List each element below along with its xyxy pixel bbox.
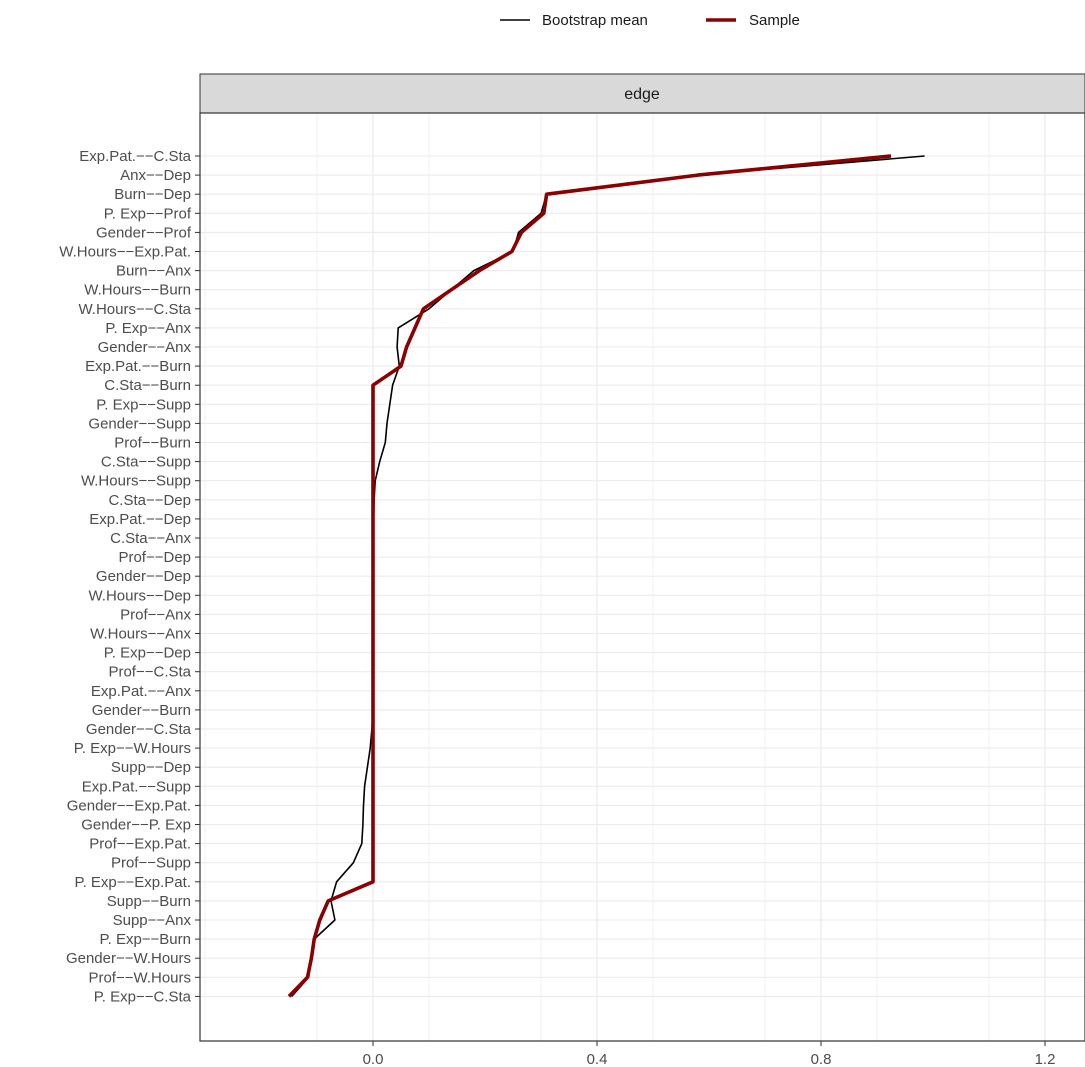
y-tick-label: Prof−−Dep <box>118 549 191 566</box>
y-tick-label: P. Exp−−Supp <box>96 396 191 413</box>
y-tick-label: W.Hours−−Exp.Pat. <box>59 244 191 261</box>
y-tick-label: Gender−−Exp.Pat. <box>67 797 191 814</box>
facet-strip: edge <box>200 74 1085 113</box>
y-tick-label: Prof−−Exp.Pat. <box>89 836 191 853</box>
y-tick-label: Gender−−Anx <box>98 339 192 356</box>
legend-label-sample: Sample <box>749 12 800 29</box>
y-tick-label: Gender−−W.Hours <box>66 950 191 967</box>
y-tick-label: Supp−−Burn <box>107 893 191 910</box>
y-tick-label: W.Hours−−Supp <box>81 473 191 490</box>
y-tick-label: Gender−−Dep <box>96 568 191 585</box>
y-tick-label: P. Exp−−Exp.Pat. <box>75 874 191 891</box>
y-tick-label: W.Hours−−Burn <box>84 282 191 299</box>
y-tick-label: Exp.Pat.−−Anx <box>91 683 192 700</box>
y-tick-label: W.Hours−−C.Sta <box>78 301 191 318</box>
legend-label-bootstrap-mean: Bootstrap mean <box>542 12 648 29</box>
y-axis: Exp.Pat.−−C.Sta Anx−−Dep Burn−−Dep P. Exp−−… <box>59 148 200 1005</box>
y-tick-label: Anx−−Dep <box>120 167 191 184</box>
y-tick-label: Exp.Pat.−−C.Sta <box>79 148 191 165</box>
legend: Bootstrap mean Sample <box>500 12 800 29</box>
y-tick-label: Gender−−Burn <box>92 702 191 719</box>
x-tick-label: 0.4 <box>587 1051 608 1067</box>
y-tick-label: P. Exp−−C.Sta <box>94 988 192 1005</box>
y-tick-label: Prof−−W.Hours <box>88 969 191 986</box>
x-axis: 0.0 0.4 0.8 1.2 <box>363 1041 1056 1067</box>
y-tick-label: P. Exp−−Dep <box>104 645 191 662</box>
y-tick-label: Exp.Pat.−−Burn <box>85 358 191 375</box>
y-tick-label: W.Hours−−Dep <box>88 587 191 604</box>
y-tick-label: P. Exp−−Prof <box>104 205 192 222</box>
y-tick-label: Burn−−Anx <box>116 263 192 280</box>
y-tick-label: C.Sta−−Dep <box>108 492 191 509</box>
y-tick-label: Exp.Pat.−−Dep <box>89 511 191 528</box>
facet-strip-label: edge <box>624 86 660 103</box>
y-tick-label: P. Exp−−Burn <box>100 931 191 948</box>
y-tick-label: Exp.Pat.−−Supp <box>82 778 191 795</box>
y-tick-label: P. Exp−−W.Hours <box>74 740 191 757</box>
y-tick-label: C.Sta−−Anx <box>110 530 191 547</box>
y-tick-label: C.Sta−−Supp <box>101 454 191 471</box>
y-tick-label: W.Hours−−Anx <box>90 626 191 643</box>
y-tick-label: Supp−−Dep <box>111 759 191 776</box>
y-tick-label: Prof−−Burn <box>114 435 191 452</box>
y-tick-label: Gender−−Prof <box>96 224 192 241</box>
y-tick-label: C.Sta−−Burn <box>104 377 191 394</box>
y-tick-label: Burn−−Dep <box>114 186 191 203</box>
x-tick-label: 0.0 <box>363 1051 384 1067</box>
y-tick-label: Gender−−Supp <box>88 415 191 432</box>
y-tick-label: Gender−−P. Exp <box>81 817 191 834</box>
y-tick-label: Prof−−Supp <box>111 855 191 872</box>
x-tick-label: 0.8 <box>811 1051 832 1067</box>
x-tick-label: 1.2 <box>1035 1051 1056 1067</box>
plot-panel <box>200 113 1085 1041</box>
y-tick-label: Gender−−C.Sta <box>86 721 192 738</box>
y-tick-label: Prof−−Anx <box>120 606 191 623</box>
y-tick-label: Prof−−C.Sta <box>108 664 191 681</box>
y-tick-label: P. Exp−−Anx <box>105 320 191 337</box>
y-tick-label: Supp−−Anx <box>113 912 192 929</box>
